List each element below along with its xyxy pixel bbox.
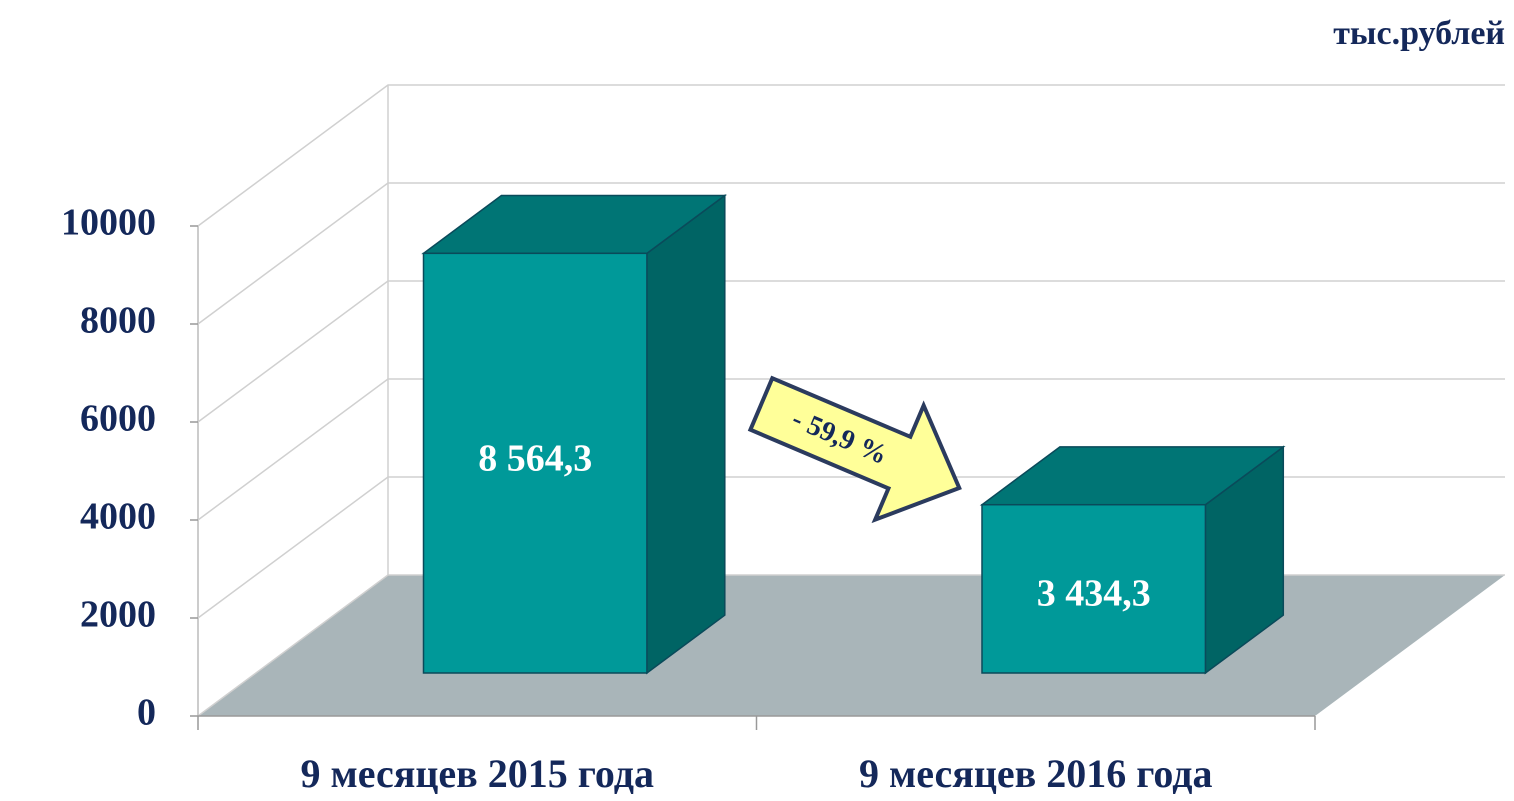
bar <box>981 503 1207 674</box>
grid-line <box>197 182 1505 325</box>
grid-line <box>197 280 1505 423</box>
y-tick-label: 10000 <box>61 202 156 244</box>
y-tick-label: 6000 <box>80 398 156 440</box>
value-label: 8 564,3 <box>478 438 592 480</box>
y-tick-label: 4000 <box>80 496 156 538</box>
change-arrow: - 59,9 % <box>747 375 962 524</box>
arrow-shape <box>747 375 962 524</box>
grid-line <box>197 84 1505 227</box>
bar <box>422 252 648 674</box>
value-label: 3 434,3 <box>1037 573 1151 615</box>
unit-label: тыс.рублей <box>1333 15 1505 52</box>
y-tick-label: 0 <box>137 692 156 734</box>
floor <box>198 575 1505 716</box>
y-tick-label: 2000 <box>80 594 156 636</box>
x-tick-label: 9 месяцев 2016 года <box>859 751 1213 796</box>
bar-side <box>646 194 726 675</box>
grid-line <box>197 378 1505 521</box>
y-tick-label: 8000 <box>80 300 156 342</box>
x-tick-label: 9 месяцев 2015 года <box>300 751 654 796</box>
